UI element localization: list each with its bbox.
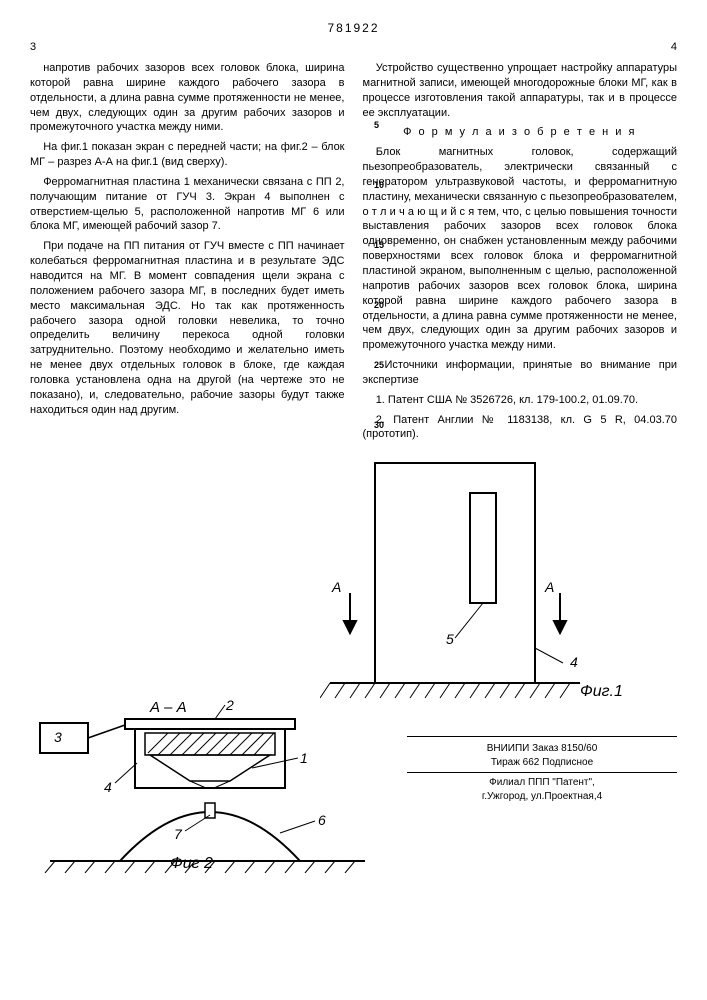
section-arrow-label: А xyxy=(545,578,554,597)
section-arrow-label: А xyxy=(332,578,341,597)
para: Ферромагнитная пластина 1 механически св… xyxy=(30,175,345,234)
line-num: 5 xyxy=(374,119,379,131)
fig2-label: Фиг 2 xyxy=(170,853,213,875)
sources-heading: Источники информации, принятые во вниман… xyxy=(363,358,678,388)
figures-area: А А 5 4 Фиг.1 А – А xyxy=(30,453,677,863)
callout-2: 2 xyxy=(226,696,234,715)
left-column: напротив рабочих зазоров всех головок бл… xyxy=(30,61,345,447)
page-left: 3 xyxy=(30,40,36,55)
callout-1: 1 xyxy=(300,749,308,768)
callout-3: 3 xyxy=(54,728,62,747)
line-num: 25 xyxy=(374,359,384,371)
callout-7: 7 xyxy=(174,825,182,844)
para: На фиг.1 показан экран с передней части;… xyxy=(30,140,345,170)
formula-heading: Ф о р м у л а и з о б р е т е н и я xyxy=(363,125,678,140)
callout-4: 4 xyxy=(570,653,578,672)
footer-line: Тираж 662 Подписное xyxy=(407,756,677,773)
para: Устройство существенно упрощает настройк… xyxy=(363,61,678,120)
line-num: 10 xyxy=(374,179,384,191)
footer-line: Филиал ППП "Патент", xyxy=(407,776,677,789)
line-num: 30 xyxy=(374,419,384,431)
para: напротив рабочих зазоров всех головок бл… xyxy=(30,61,345,135)
doc-number: 781922 xyxy=(30,20,677,36)
fig2-svg xyxy=(30,703,380,873)
footer-line: г.Ужгород, ул.Проектная,4 xyxy=(407,790,677,803)
para: При подаче на ПП питания от ГУЧ вместе с… xyxy=(30,239,345,417)
footer-line: ВНИИПИ Заказ 8150/60 xyxy=(407,742,677,755)
source-item: 1. Патент США № 3526726, кл. 179-100.2, … xyxy=(363,393,678,408)
callout-5: 5 xyxy=(446,630,454,649)
right-column: Устройство существенно упрощает настройк… xyxy=(363,61,678,447)
callout-4: 4 xyxy=(104,778,112,797)
source-item: 2. Патент Англии № 1183138, кл. G 5 R, 0… xyxy=(363,413,678,443)
line-num: 20 xyxy=(374,299,384,311)
page-right: 4 xyxy=(671,40,677,55)
para: Блок магнитных головок, содержащий пьезо… xyxy=(363,145,678,353)
fig1-label: Фиг.1 xyxy=(580,681,623,703)
line-num: 15 xyxy=(374,239,384,251)
callout-6: 6 xyxy=(318,811,326,830)
